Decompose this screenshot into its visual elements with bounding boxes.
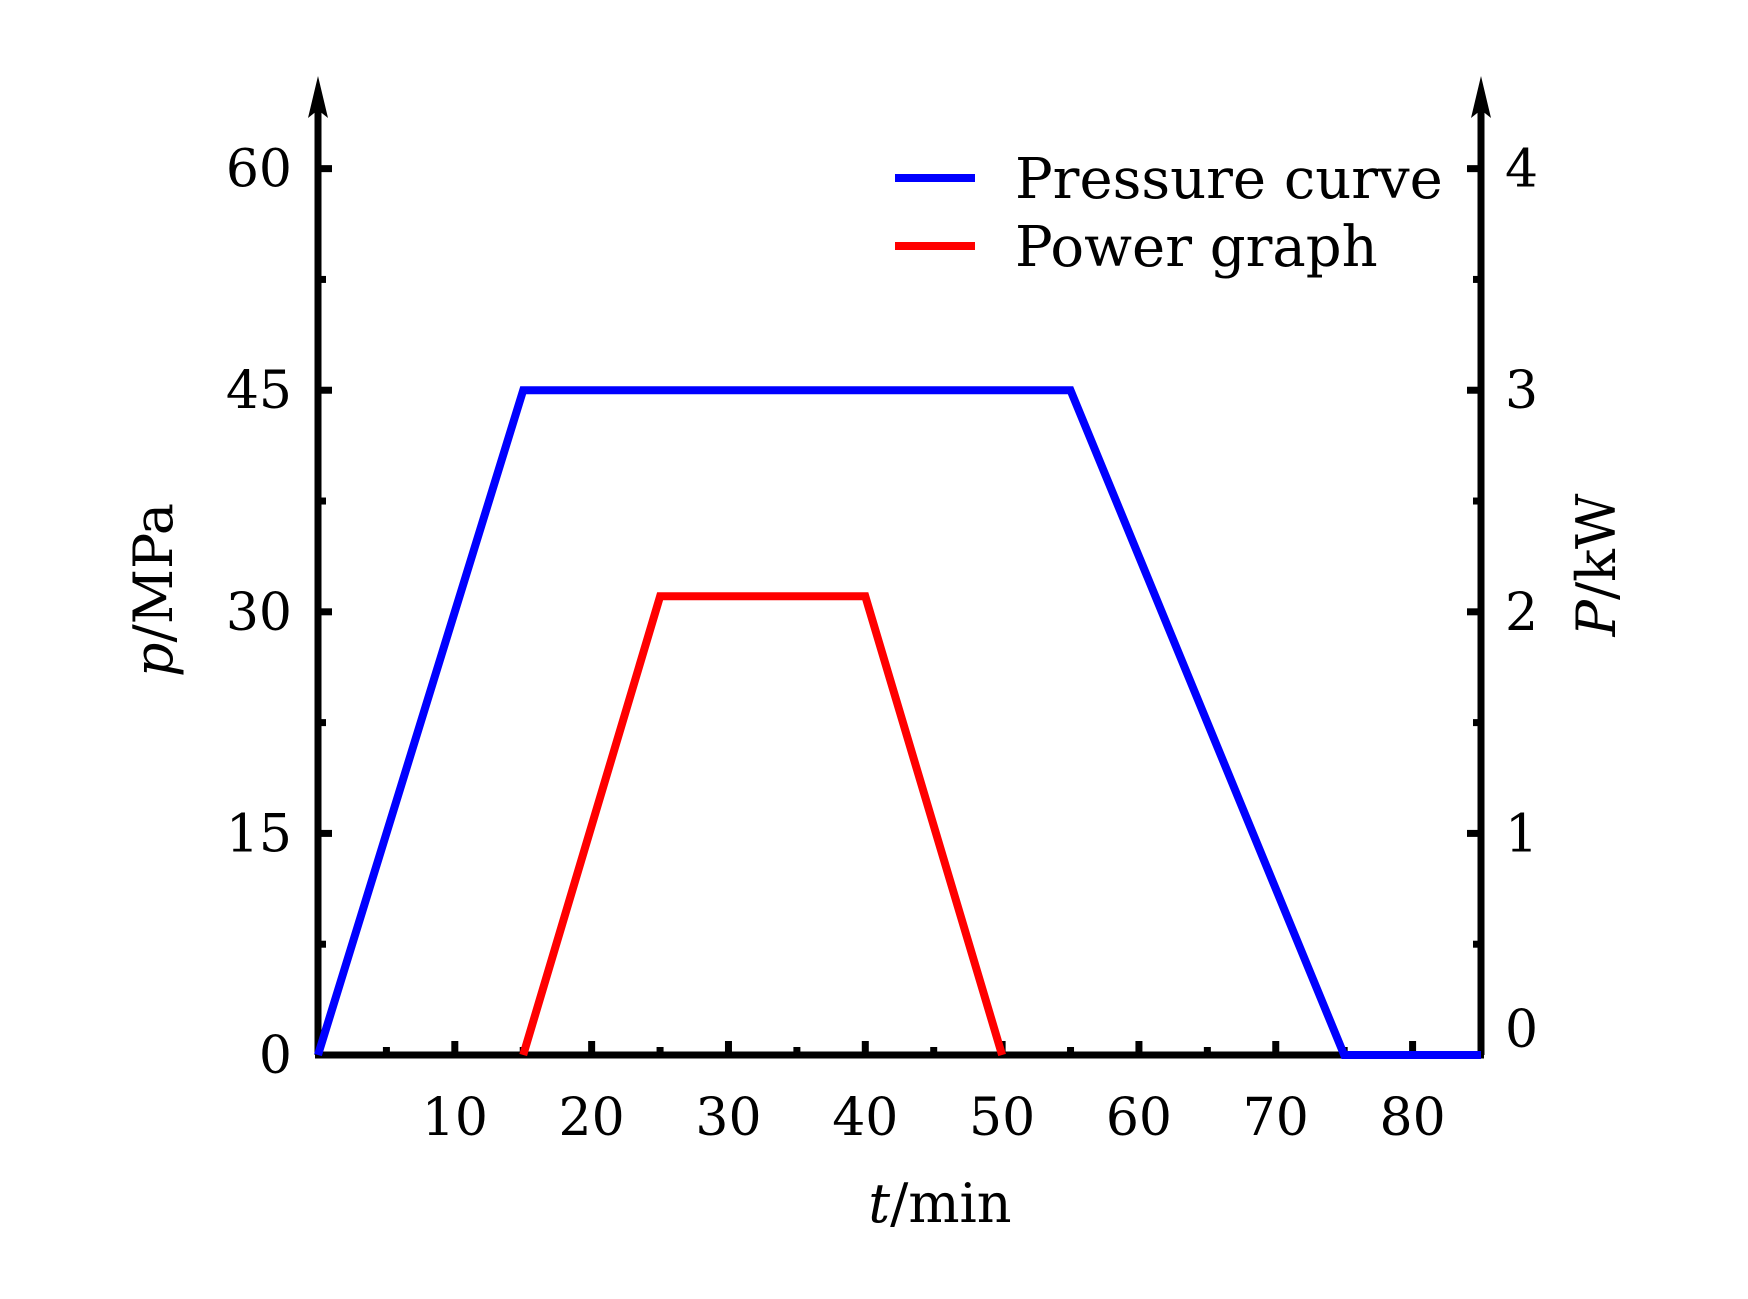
- legend: Pressure curve Power graph: [895, 147, 1443, 280]
- y-left-axis-label-unit: /MPa: [122, 503, 185, 643]
- series: [314, 386, 1481, 1059]
- legend-label-power-graph: Power graph: [1015, 215, 1378, 280]
- x-tick-label: 30: [695, 1088, 761, 1148]
- y-right-tick-label: 2: [1505, 583, 1538, 643]
- y-right-axis-label-unit: /kW: [1565, 493, 1628, 600]
- left-axis-arrow: [308, 76, 328, 118]
- y-left-tick-label: 0: [259, 1026, 292, 1086]
- x-tick-label: 70: [1243, 1088, 1309, 1148]
- x-tick-label: 10: [422, 1088, 488, 1148]
- ticks: [318, 165, 1481, 1059]
- y-right-tick-label: 4: [1505, 140, 1538, 200]
- y-right-tick-label: 0: [1505, 1000, 1538, 1060]
- y-left-axis-label-var: p: [122, 643, 185, 678]
- legend-label-pressure-curve: Pressure curve: [1015, 147, 1443, 212]
- x-tick-label: 40: [832, 1088, 898, 1148]
- y-left-axis-label: p/MPa: [122, 503, 185, 677]
- x-tick-label: 80: [1380, 1088, 1446, 1148]
- tick-labels: 10 20 30 40 50 60 70 80 0 15 30 45 60 0 1 2 3 4: [226, 140, 1538, 1148]
- x-tick-label: 50: [969, 1088, 1035, 1148]
- axes: [308, 76, 1491, 1059]
- y-left-tick-label: 15: [226, 804, 292, 864]
- x-tick-label: 60: [1106, 1088, 1172, 1148]
- series-line-pressure-curve: [314, 386, 1481, 1059]
- y-left-tick-label: 60: [226, 140, 292, 200]
- x-axis-label-var: t: [868, 1172, 890, 1235]
- y-right-tick-label: 1: [1505, 804, 1538, 864]
- right-axis-arrow: [1471, 76, 1491, 118]
- x-tick-label: 20: [559, 1088, 625, 1148]
- x-axis-label: t/min: [868, 1172, 1011, 1235]
- y-left-tick-label: 45: [226, 361, 292, 421]
- y-right-axis-label: P/kW: [1565, 493, 1628, 637]
- y-right-tick-label: 3: [1505, 361, 1538, 421]
- y-right-axis-label-var: P: [1565, 598, 1628, 637]
- series-line-power-graph: [519, 592, 1006, 1057]
- y-left-tick-label: 30: [226, 583, 292, 643]
- x-axis-label-unit: /min: [890, 1172, 1011, 1235]
